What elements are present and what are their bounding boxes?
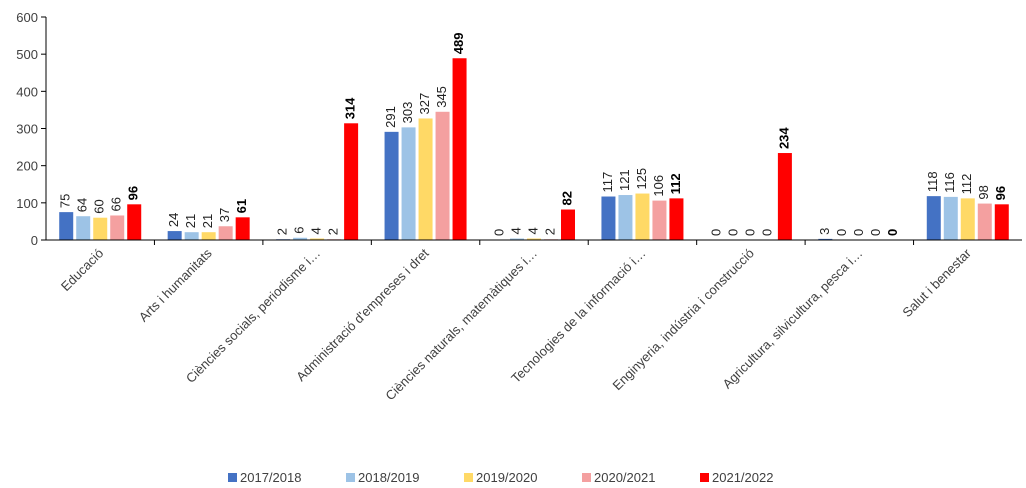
data-label: 125 <box>634 168 649 190</box>
legend-swatch <box>582 473 591 482</box>
bar <box>960 198 975 240</box>
data-label: 121 <box>617 169 632 191</box>
data-label: 96 <box>993 186 1008 200</box>
y-tick-label: 400 <box>16 84 38 99</box>
data-label: 0 <box>851 229 866 236</box>
data-label: 0 <box>708 229 723 236</box>
y-tick-label: 100 <box>16 196 38 211</box>
legend-swatch <box>346 473 355 482</box>
bar <box>76 216 91 240</box>
data-label: 37 <box>217 208 232 222</box>
data-label: 4 <box>525 227 540 234</box>
bar <box>510 238 524 240</box>
data-label: 106 <box>651 175 666 197</box>
data-label: 345 <box>434 86 449 108</box>
data-label: 82 <box>559 191 574 205</box>
y-tick-label: 500 <box>16 47 38 62</box>
y-tick-label: 300 <box>16 122 38 137</box>
data-label: 314 <box>343 97 358 119</box>
x-tick-label: Salut i benestar <box>899 245 974 320</box>
bar <box>635 193 650 240</box>
data-label: 6 <box>292 227 307 234</box>
y-tick-label: 200 <box>16 159 38 174</box>
bar <box>818 238 833 240</box>
legend-label: 2020/2021 <box>594 470 655 485</box>
bar <box>943 196 958 240</box>
x-tick-label: Educació <box>58 246 106 294</box>
data-label: 96 <box>126 186 141 200</box>
bar <box>452 58 467 240</box>
bar <box>652 200 667 240</box>
data-label: 61 <box>234 199 249 213</box>
bar <box>618 195 633 240</box>
data-label: 98 <box>976 185 991 199</box>
data-label: 24 <box>166 213 181 227</box>
data-label: 64 <box>75 198 90 212</box>
data-label: 0 <box>759 229 774 236</box>
bar <box>218 226 233 240</box>
bar <box>184 232 199 240</box>
data-label: 0 <box>725 229 740 236</box>
data-label: 303 <box>400 102 415 124</box>
data-label: 118 <box>925 171 940 192</box>
data-label: 4 <box>309 227 324 234</box>
data-label: 0 <box>491 229 506 236</box>
bar <box>435 111 450 241</box>
data-label: 2 <box>542 228 557 235</box>
bar <box>167 231 182 240</box>
bar <box>669 198 684 240</box>
legend-swatch <box>700 473 709 482</box>
bar <box>527 238 541 240</box>
bar <box>93 217 108 240</box>
data-label: 75 <box>58 194 73 208</box>
data-label: 234 <box>776 127 791 149</box>
data-label: 0 <box>885 229 900 236</box>
bar <box>994 204 1009 240</box>
legend-label: 2021/2022 <box>712 470 773 485</box>
bar <box>561 209 575 240</box>
bar <box>59 212 74 240</box>
bar <box>601 196 616 240</box>
data-label: 21 <box>200 214 215 228</box>
data-label: 116 <box>942 172 957 193</box>
bar <box>201 232 216 240</box>
data-label: 21 <box>183 214 198 228</box>
bar <box>777 153 792 240</box>
data-label: 0 <box>834 229 849 236</box>
legend-label: 2019/2020 <box>476 470 537 485</box>
bar <box>401 127 416 240</box>
data-label: 0 <box>742 229 757 236</box>
bar <box>384 131 399 240</box>
bar <box>977 203 992 240</box>
data-label: 489 <box>451 33 466 55</box>
bar <box>127 204 142 240</box>
data-label: 112 <box>959 174 974 195</box>
data-label: 3 <box>817 228 832 235</box>
data-label: 117 <box>600 172 615 193</box>
legend-label: 2017/2018 <box>240 470 301 485</box>
data-label: 66 <box>109 197 124 211</box>
bar <box>310 238 325 240</box>
data-label: 291 <box>383 106 398 128</box>
legend-swatch <box>228 473 237 482</box>
bar <box>235 217 250 240</box>
data-label: 0 <box>868 229 883 236</box>
data-label: 4 <box>508 227 523 234</box>
legend-label: 2018/2019 <box>358 470 419 485</box>
data-label: 2 <box>275 228 290 235</box>
y-tick-label: 0 <box>31 233 38 248</box>
x-tick-label: Arts i humanitats <box>136 245 215 324</box>
bar <box>344 123 359 240</box>
bar <box>293 237 308 240</box>
bar <box>926 196 941 240</box>
legend-swatch <box>464 473 473 482</box>
data-label: 60 <box>92 199 107 213</box>
data-label: 327 <box>417 93 432 115</box>
y-tick-label: 600 <box>16 10 38 25</box>
bar <box>110 215 125 240</box>
bar <box>418 118 433 240</box>
data-label: 2 <box>326 228 341 235</box>
data-label: 112 <box>668 173 683 194</box>
